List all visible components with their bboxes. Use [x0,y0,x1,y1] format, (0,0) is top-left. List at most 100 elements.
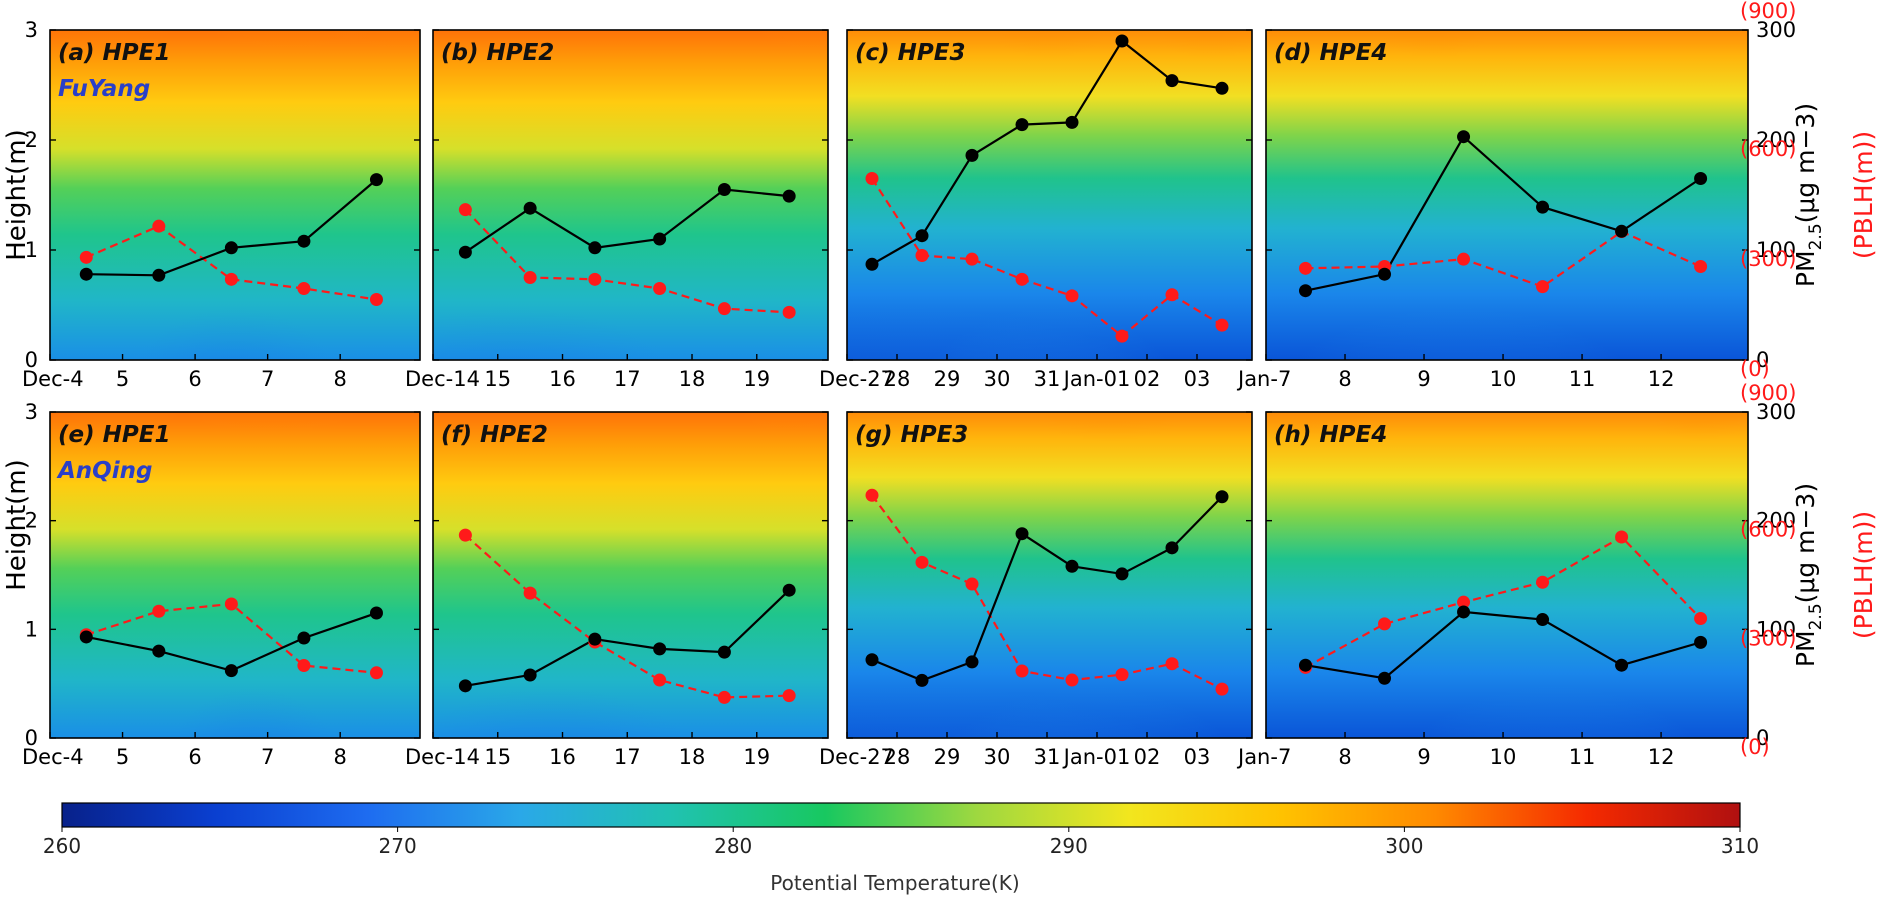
panel-title: (d) HPE4 [1274,40,1387,66]
pm25-point [458,245,472,259]
pblh-point [1115,668,1129,682]
pblh-point [1115,329,1129,343]
x-tick-label: 17 [614,367,641,391]
pblh-point [1215,318,1229,332]
pm25-point [224,664,238,678]
x-tick-label: 30 [984,367,1011,391]
pm25-point [1065,115,1079,129]
pm25-line [464,188,790,254]
panel-5: Dec-4 5 6 7 8 0 1 2 3 (e) HPE1 AnQing [22,400,421,769]
pblh-tick-label: (0) [1740,735,1770,759]
pblh-point [1536,575,1550,589]
pblh-point [1165,288,1179,302]
pblh-line [871,177,1223,338]
x-tick-label: 10 [1490,745,1517,769]
pblh-point [297,282,311,295]
x-tick-label: 10 [1490,367,1517,391]
pm25-point [1165,74,1179,88]
pm25-point [152,268,166,282]
x-tick-label: 8 [1338,367,1351,391]
pm25-point [782,189,796,203]
temperature-field [847,412,1252,738]
pm25-point [79,630,93,644]
x-tick-label: 15 [484,745,511,769]
pblh-tick-label: (600) [1740,518,1796,542]
cold-region [948,607,1232,738]
pm25-point [717,183,731,196]
pblh-point [915,249,929,262]
pblh-point [588,272,602,286]
x-tick-label: 31 [1034,745,1061,769]
x-tick-label: 03 [1184,367,1211,391]
x-tick-label: Dec-14 [405,367,480,391]
pblh-point [1215,682,1229,696]
x-tick-label: 18 [679,367,706,391]
colorbar-gradient [61,802,1741,828]
pblh-point [458,528,472,542]
colorbar-tick-label: 290 [1050,834,1088,858]
colorbar-tick-label: 260 [43,834,81,858]
pm25-tick-label: 100 [1756,238,1796,262]
pm25-line [871,39,1223,266]
pm25-tick-label: 0 [1756,348,1769,372]
pm25-tick-label: 0 [1756,726,1769,750]
x-tick-label: 16 [549,367,576,391]
pm25-point [1115,567,1129,581]
temperature-field [433,30,828,360]
x-tick-label: 30 [984,745,1011,769]
panel-frame [432,29,829,361]
pm25-point [369,173,383,187]
x-tick-label: 9 [1417,367,1430,391]
pblh-line [1304,535,1702,669]
x-tick-label: 31 [1034,367,1061,391]
x-tick-label: Dec-4 [22,367,84,391]
x-tick-label: 11 [1569,367,1596,391]
y-tick-label: 0 [25,348,38,372]
pblh-tick-label: (900) [1740,381,1796,405]
pblh-point [653,673,667,687]
panel-frame [1265,29,1749,361]
pblh-point [152,604,166,618]
pm25-point [915,229,929,243]
x-tick-label: 8 [1338,745,1351,769]
pm25-tick-label: 300 [1756,18,1796,42]
pblh-point [782,689,796,703]
cold-region [433,607,710,738]
pm25-point [588,632,602,646]
x-tick-label: Dec-27 [819,745,894,769]
pm25-point [1378,267,1392,281]
cold-region [1410,607,1700,738]
warm-region [948,30,1151,179]
temperature-field [1266,30,1748,360]
pblh-point [224,272,238,286]
panel-frame [846,411,1253,739]
pblh-line [871,494,1223,691]
x-tick-label: 5 [116,367,129,391]
pblh-point [1457,252,1471,266]
left-axis-label-bottom: Height(m) [2,459,32,591]
pm25-point [653,642,667,656]
pm25-point [1299,284,1313,298]
pm25-point [653,232,667,246]
pm25-point [1615,658,1629,672]
pblh-point [1065,673,1079,687]
x-tick-label: 7 [261,745,274,769]
y-tick-label: 2 [25,509,38,533]
panel-frame [49,29,421,361]
pblh-point [369,293,383,306]
pblh-line [464,534,790,699]
pm25-tick-label: 100 [1756,617,1796,641]
pblh-point [717,690,731,704]
pm25-point [782,583,796,597]
pm25-line [871,495,1223,682]
pm25-point [865,653,879,667]
warm-region [50,412,217,559]
pm25-axis-label: PM2.5(μg m−3) [1791,103,1826,287]
panel-2: Dec-14 15 16 17 18 19 (b) HPE2 [405,29,829,391]
pblh-point [717,302,731,316]
colorbar-tick-label: 270 [379,834,417,858]
pblh-tick-label: (0) [1740,357,1770,381]
pblh-line [464,208,790,314]
